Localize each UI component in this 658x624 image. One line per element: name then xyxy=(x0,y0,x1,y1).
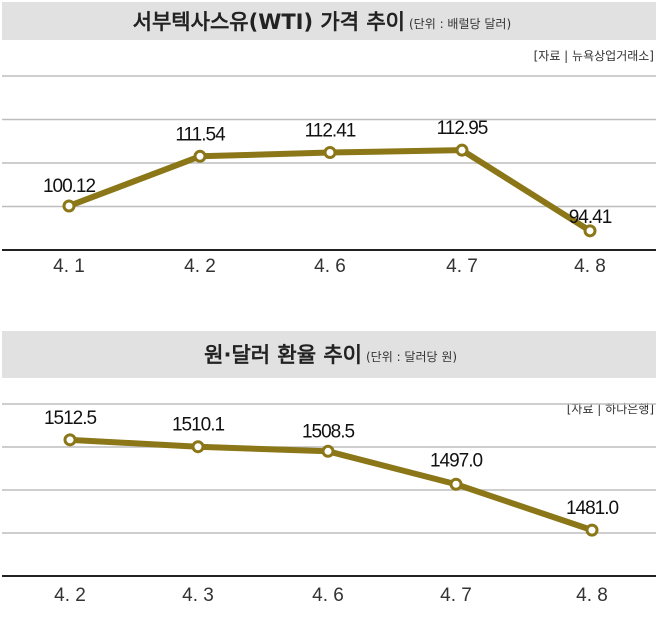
data-point xyxy=(323,146,337,160)
data-point xyxy=(191,440,205,454)
x-tick-label: 4. 7 xyxy=(440,585,472,606)
value-label: 94.41 xyxy=(569,207,612,228)
value-label: 1508.5 xyxy=(302,421,355,442)
source-label: [자료 | 뉴욕상업거래소] xyxy=(534,49,654,63)
x-tick-label: 4. 8 xyxy=(576,585,608,606)
x-tick-label: 4. 7 xyxy=(446,256,478,277)
title-bar xyxy=(2,2,656,40)
value-label: 1497.0 xyxy=(430,450,483,471)
data-point xyxy=(449,477,463,491)
chart-title: 원·달러 환율 추이 xyxy=(204,343,362,367)
title-bar xyxy=(2,331,656,378)
wti-chart: 서부텍사스유(WTI) 가격 추이 (단위 : 배럴당 달러) [자료 | 뉴욕… xyxy=(2,2,656,277)
x-tick-label: 4. 3 xyxy=(182,585,214,606)
x-tick-label: 4. 1 xyxy=(53,256,85,277)
value-label: 1481.0 xyxy=(566,498,619,519)
x-tick-label: 4. 2 xyxy=(54,585,86,606)
value-label: 100.12 xyxy=(43,176,96,197)
value-label: 1512.5 xyxy=(44,408,97,429)
x-tick-label: 4. 2 xyxy=(184,256,216,277)
exchange-rate-chart: 원·달러 환율 추이 (단위 : 달러당 원) [자료 | 하나은행] 1512… xyxy=(2,331,656,606)
data-point xyxy=(585,523,599,537)
value-label: 112.95 xyxy=(437,118,488,139)
data-point xyxy=(63,433,77,447)
x-tick-label: 4. 8 xyxy=(574,256,606,277)
data-point xyxy=(455,143,469,157)
value-label: 1510.1 xyxy=(172,415,225,436)
data-point xyxy=(583,224,597,238)
value-label: 112.41 xyxy=(305,121,356,142)
chart-title: 서부텍사스유(WTI) 가격 추이 xyxy=(133,10,405,34)
unit-label: (단위 : 달러당 원) xyxy=(366,350,457,364)
value-label: 111.54 xyxy=(175,124,226,145)
unit-label: (단위 : 배럴당 달러) xyxy=(409,17,511,31)
data-point xyxy=(62,199,76,213)
data-point xyxy=(193,149,207,163)
x-tick-label: 4. 6 xyxy=(314,256,346,277)
x-tick-label: 4. 6 xyxy=(312,585,344,606)
data-point xyxy=(321,444,335,458)
